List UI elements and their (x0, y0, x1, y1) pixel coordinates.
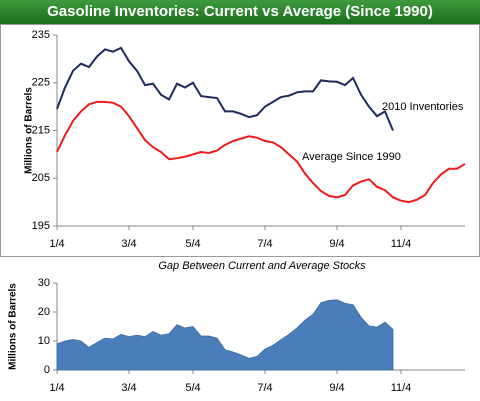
x-tick-label: 11/4 (391, 238, 412, 250)
y-tick-label: 10 (38, 335, 50, 347)
x-tick-label: 9/4 (329, 382, 344, 394)
x-tick-label: 1/4 (49, 238, 64, 250)
y-tick-label: 0 (44, 364, 50, 376)
x-tick-label: 5/4 (185, 382, 200, 394)
chart-title: Gasoline Inventories: Current vs Average… (47, 3, 433, 20)
y-axis-label: Millions of Barrels (8, 283, 19, 370)
x-tick-label: 9/4 (329, 238, 344, 250)
y-tick-label: 20 (38, 306, 50, 318)
x-tick-label: 5/4 (185, 238, 200, 250)
y-tick-label: 195 (32, 220, 50, 232)
subtitle: Gap Between Current and Average Stocks (158, 260, 366, 272)
x-tick-label: 1/4 (49, 382, 64, 394)
x-tick-label: 3/4 (121, 382, 136, 394)
series-label: 2010 Inventories (382, 101, 464, 113)
series-label: Average Since 1990 (302, 151, 401, 163)
area (56, 299, 394, 371)
y-tick-label: 215 (32, 124, 50, 136)
y-tick-label: 30 (38, 277, 50, 289)
x-tick-label: 3/4 (121, 238, 136, 250)
x-tick-label: 7/4 (257, 238, 272, 250)
top-frame (0, 24, 480, 257)
line-series (56, 46, 394, 131)
y-tick-label: 205 (32, 172, 50, 184)
x-tick-label: 7/4 (257, 382, 272, 394)
y-axis-label: Millions of Barrels (24, 87, 35, 174)
title-banner (0, 0, 480, 24)
line-series (56, 100, 466, 204)
x-tick-label: 11/4 (391, 382, 412, 394)
y-tick-label: 235 (32, 29, 50, 41)
y-tick-label: 225 (32, 77, 50, 89)
